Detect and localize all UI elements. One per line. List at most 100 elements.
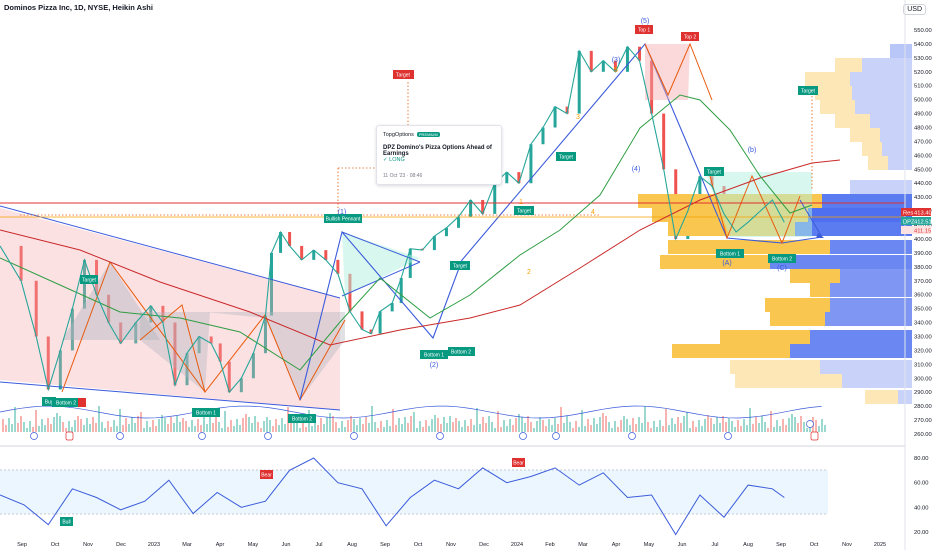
projection-arrow <box>799 199 823 238</box>
volume-bar <box>425 420 427 432</box>
price-tag-prefix: Res <box>903 211 913 217</box>
volume-bar <box>578 427 580 432</box>
label-bottom-1: Bottom 1 <box>424 353 444 359</box>
volume-bar <box>53 417 55 432</box>
volume-bar <box>149 427 151 432</box>
volume-bar <box>164 418 166 432</box>
y-tick-label: 380.00 <box>914 265 932 271</box>
pattern-labels: Buy Bottom 2 Target Bottom 1 Bottom 2 Bu… <box>42 25 818 423</box>
y-tick-label: 390.00 <box>914 251 932 257</box>
volume-bar <box>536 421 538 432</box>
volume-bar <box>566 416 568 432</box>
volume-bar <box>191 420 193 432</box>
x-tick-label: Apr <box>216 542 225 548</box>
volume-bar <box>494 428 496 432</box>
volume-bar <box>299 428 301 432</box>
vp-bar <box>720 330 810 344</box>
candle <box>119 322 123 344</box>
volume-bar <box>503 420 505 432</box>
volume-bar <box>83 425 85 432</box>
volume-bar <box>281 418 283 432</box>
volume-ma <box>0 405 822 419</box>
volume-bar <box>623 416 625 432</box>
candle <box>613 60 617 72</box>
earnings-marker <box>198 432 206 440</box>
rsi-tick-label: 40.00 <box>914 505 929 511</box>
y-tick-label: 290.00 <box>914 390 932 396</box>
vp-bar <box>830 298 912 312</box>
price-tag-prefix: DPZ <box>903 220 915 226</box>
candle <box>408 248 412 278</box>
label-bottom-2: Bottom 2 <box>56 401 76 407</box>
candle <box>390 303 394 312</box>
volume-bar <box>413 412 415 432</box>
vp-bar <box>868 156 888 170</box>
vp-bar <box>880 128 912 142</box>
volume-bar <box>677 417 679 432</box>
volume-bar <box>728 418 730 432</box>
elliott-wave-line <box>299 42 823 401</box>
candle <box>336 259 340 274</box>
volume-bar <box>476 408 478 432</box>
volume-bar <box>734 427 736 432</box>
volume-bar <box>68 421 70 432</box>
volume-bar <box>290 423 292 432</box>
volume-bar <box>107 421 109 432</box>
volume-bar <box>383 427 385 432</box>
wedge-upper-line <box>0 205 341 299</box>
volume-bar <box>233 426 235 432</box>
volume-bar <box>464 420 466 432</box>
label-bear: Bear <box>513 461 524 467</box>
volume-bar <box>242 418 244 432</box>
volume-bar <box>467 426 469 432</box>
volume-bar <box>200 425 202 432</box>
x-tick-label: Sep <box>380 542 390 548</box>
volume-bar <box>293 416 295 432</box>
volume-bar <box>395 425 397 432</box>
volume-bar <box>524 423 526 432</box>
candle <box>270 252 273 316</box>
vp-bar <box>840 269 912 283</box>
y-tick-label: 540.00 <box>914 42 932 48</box>
vp-bar <box>830 240 912 254</box>
candle <box>19 245 23 281</box>
y-tick-label: 370.00 <box>914 279 932 285</box>
vp-bar <box>852 86 912 100</box>
idea-title: DPZ Domino's Pizza Options Ahead of Earn… <box>383 145 492 157</box>
vp-bar <box>808 208 912 222</box>
candle <box>239 378 243 393</box>
candle <box>107 294 111 323</box>
label-target: Target <box>396 73 411 79</box>
y-tick-label: 490.00 <box>914 112 932 118</box>
pennant-fill <box>342 232 420 296</box>
x-tick-label: 2025 <box>874 542 886 548</box>
volume-bar <box>398 418 400 432</box>
y-tick-label: 310.00 <box>914 362 932 368</box>
volume-bar <box>170 417 172 432</box>
label-bg <box>448 347 475 356</box>
volume-bar <box>323 424 325 432</box>
candle <box>360 311 364 330</box>
volume-bar <box>518 414 520 432</box>
candle <box>197 336 201 354</box>
candle <box>517 172 521 184</box>
currency-badge[interactable]: USD <box>903 4 926 15</box>
volume-bar <box>791 414 793 432</box>
label-top-2: Top 2 <box>684 35 696 41</box>
volume-bar <box>368 423 370 432</box>
price-tag-bg <box>901 217 931 225</box>
vp-bar <box>820 100 855 114</box>
candle <box>662 113 666 170</box>
price-tag-bg <box>901 208 931 216</box>
volume-bar <box>449 416 451 432</box>
label-bg <box>798 86 818 95</box>
y-tick-label: 320.00 <box>914 348 932 354</box>
volume-bar <box>146 421 148 432</box>
price-series <box>0 45 785 394</box>
volume-bar <box>410 416 412 432</box>
label-bottom-1: Bottom 1 <box>720 252 740 258</box>
idea-card[interactable]: TopgOptions PREMIUM DPZ Domino's Pizza Op… <box>376 125 502 185</box>
x-tick-label: Nov <box>842 542 852 548</box>
wedge-lower-line <box>0 381 341 411</box>
